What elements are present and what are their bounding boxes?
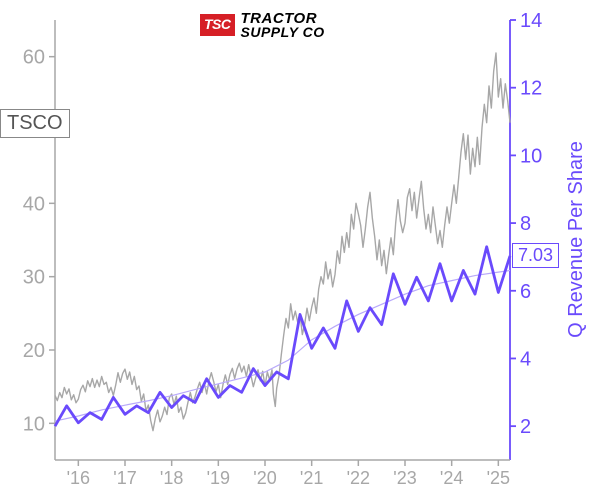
right-tick-label: 14 [520, 10, 542, 32]
revenue-line [55, 247, 510, 426]
right-tick-label: 8 [520, 213, 531, 235]
right-axis-title: Q Revenue Per Share [565, 141, 588, 338]
right-tick-label: 4 [520, 348, 531, 370]
left-tick-label: 60 [23, 47, 45, 69]
logo-badge: TSC [200, 14, 235, 36]
bottom-tick-label: '22 [347, 468, 370, 488]
bottom-tick-label: '25 [487, 468, 510, 488]
bottom-tick-label: '20 [253, 468, 276, 488]
bottom-tick-label: '18 [160, 468, 183, 488]
left-tick-label: 20 [23, 340, 45, 362]
left-tick-label: 40 [23, 193, 45, 215]
bottom-tick-label: '21 [300, 468, 323, 488]
right-tick-label: 12 [520, 78, 542, 100]
chart-svg: 1020304050602468101214'16'17'18'19'20'21… [0, 0, 600, 500]
bottom-tick-label: '23 [393, 468, 416, 488]
right-tick-label: 6 [520, 281, 531, 303]
left-tick-label: 30 [23, 267, 45, 289]
right-tick-label: 10 [520, 145, 542, 167]
bottom-tick-label: '16 [67, 468, 90, 488]
bottom-tick-label: '19 [207, 468, 230, 488]
logo-line2: Supply Co [241, 26, 325, 39]
logo: TSC Tractor Supply Co [200, 12, 325, 38]
bottom-tick-label: '24 [440, 468, 463, 488]
value-callout: 7.03 [512, 243, 559, 268]
bottom-tick-label: '17 [113, 468, 136, 488]
ticker-label: TSCO [0, 109, 70, 138]
chart-container: 1020304050602468101214'16'17'18'19'20'21… [0, 0, 600, 500]
right-tick-label: 2 [520, 416, 531, 438]
logo-text: Tractor Supply Co [241, 12, 325, 38]
left-tick-label: 10 [23, 413, 45, 435]
